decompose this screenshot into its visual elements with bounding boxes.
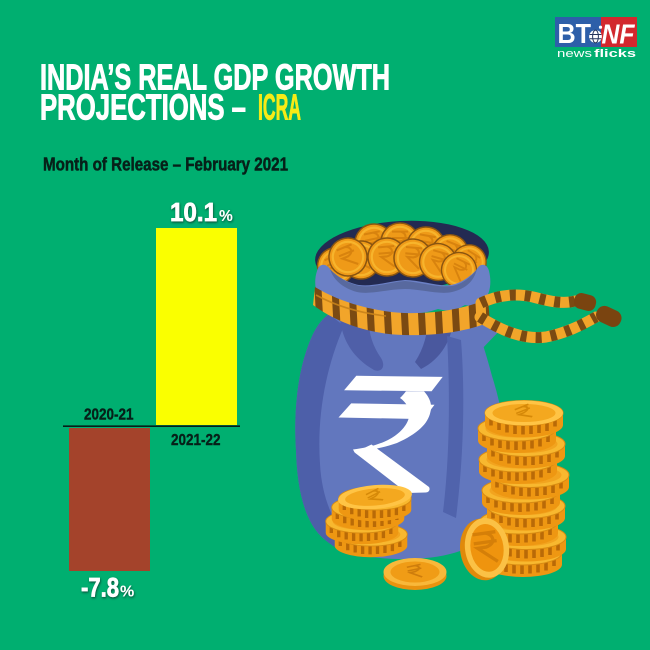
svg-text:NF: NF — [602, 19, 636, 50]
svg-text:PROJECTIONS –: PROJECTIONS – — [40, 87, 246, 128]
svg-text:2021-22: 2021-22 — [171, 432, 221, 449]
svg-text:ICRA: ICRA — [258, 87, 301, 128]
svg-text:BT: BT — [558, 18, 592, 49]
svg-text:-7.8: -7.8 — [81, 573, 119, 603]
svg-text:Month of Release – February 20: Month of Release – February 2021 — [43, 155, 288, 175]
svg-text:INDIA’S REAL GDP GROWTH: INDIA’S REAL GDP GROWTH — [40, 57, 390, 98]
svg-text:newsflicks: newsflicks — [557, 48, 636, 60]
svg-text:2020-21: 2020-21 — [84, 407, 134, 424]
svg-text:10.1: 10.1 — [170, 197, 217, 227]
svg-text:%: % — [120, 584, 134, 601]
svg-text:%: % — [219, 208, 233, 225]
